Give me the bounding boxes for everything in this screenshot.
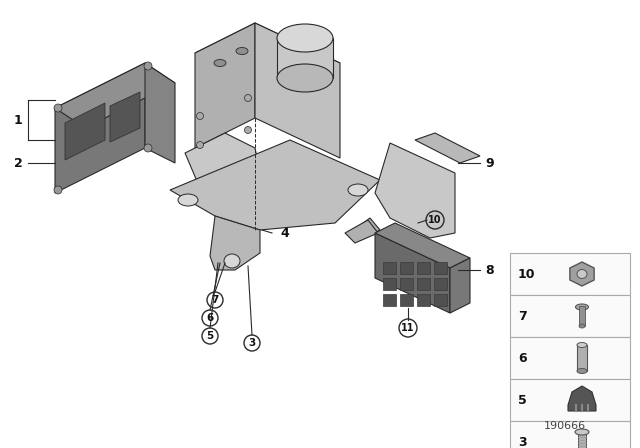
Text: 190666: 190666 <box>544 421 586 431</box>
Text: 10: 10 <box>428 215 442 225</box>
Text: 11: 11 <box>401 323 415 333</box>
Text: 3: 3 <box>248 338 255 348</box>
Bar <box>434 278 447 290</box>
Bar <box>510 337 630 379</box>
Ellipse shape <box>575 429 589 435</box>
Text: 6: 6 <box>206 313 214 323</box>
Polygon shape <box>55 63 145 193</box>
Text: 2: 2 <box>13 156 22 169</box>
Bar <box>510 295 630 337</box>
Bar <box>579 306 585 326</box>
Text: 6: 6 <box>518 352 527 365</box>
Text: 4: 4 <box>280 227 289 240</box>
Text: 5: 5 <box>518 393 527 406</box>
Circle shape <box>244 126 252 134</box>
Ellipse shape <box>214 60 226 66</box>
Text: 3: 3 <box>518 435 527 448</box>
Text: 7: 7 <box>211 295 219 305</box>
Polygon shape <box>195 23 340 93</box>
Bar <box>510 421 630 448</box>
Bar <box>578 432 586 448</box>
Bar <box>400 262 413 274</box>
Bar <box>510 379 630 421</box>
Circle shape <box>196 142 204 148</box>
Circle shape <box>54 104 62 112</box>
Polygon shape <box>570 262 594 286</box>
Bar <box>434 294 447 306</box>
Bar <box>383 294 396 306</box>
Text: 9: 9 <box>486 156 494 169</box>
Polygon shape <box>568 386 596 411</box>
Polygon shape <box>375 143 455 238</box>
Polygon shape <box>55 63 175 128</box>
Text: 5: 5 <box>206 331 214 341</box>
Ellipse shape <box>224 254 240 268</box>
Ellipse shape <box>348 184 368 196</box>
Bar <box>383 262 396 274</box>
Ellipse shape <box>277 24 333 52</box>
Ellipse shape <box>577 343 587 348</box>
Circle shape <box>54 186 62 194</box>
Ellipse shape <box>178 194 198 206</box>
Bar <box>577 345 587 371</box>
Polygon shape <box>255 23 340 158</box>
Bar <box>417 278 430 290</box>
Polygon shape <box>210 216 260 270</box>
Polygon shape <box>195 23 255 148</box>
Polygon shape <box>65 103 105 160</box>
Ellipse shape <box>579 324 585 328</box>
Circle shape <box>196 112 204 120</box>
Polygon shape <box>185 133 265 213</box>
Polygon shape <box>415 133 480 163</box>
Ellipse shape <box>577 270 587 279</box>
Bar <box>417 294 430 306</box>
Ellipse shape <box>236 47 248 55</box>
Polygon shape <box>345 220 378 243</box>
Text: 1: 1 <box>13 113 22 126</box>
Polygon shape <box>375 223 470 268</box>
Bar <box>400 294 413 306</box>
FancyBboxPatch shape <box>277 38 333 78</box>
Text: 10: 10 <box>518 267 536 280</box>
Polygon shape <box>350 218 380 240</box>
Text: 7: 7 <box>518 310 527 323</box>
Circle shape <box>144 144 152 152</box>
Polygon shape <box>375 233 450 313</box>
Bar <box>434 262 447 274</box>
Circle shape <box>144 62 152 70</box>
Bar <box>417 262 430 274</box>
Polygon shape <box>110 92 140 142</box>
Circle shape <box>244 95 252 102</box>
Bar <box>400 278 413 290</box>
Bar <box>510 253 630 295</box>
Ellipse shape <box>277 64 333 92</box>
Text: 8: 8 <box>486 263 494 276</box>
Polygon shape <box>145 63 175 163</box>
Ellipse shape <box>575 304 589 310</box>
Polygon shape <box>450 258 470 313</box>
Ellipse shape <box>577 369 587 374</box>
Polygon shape <box>170 140 380 230</box>
Bar <box>383 278 396 290</box>
